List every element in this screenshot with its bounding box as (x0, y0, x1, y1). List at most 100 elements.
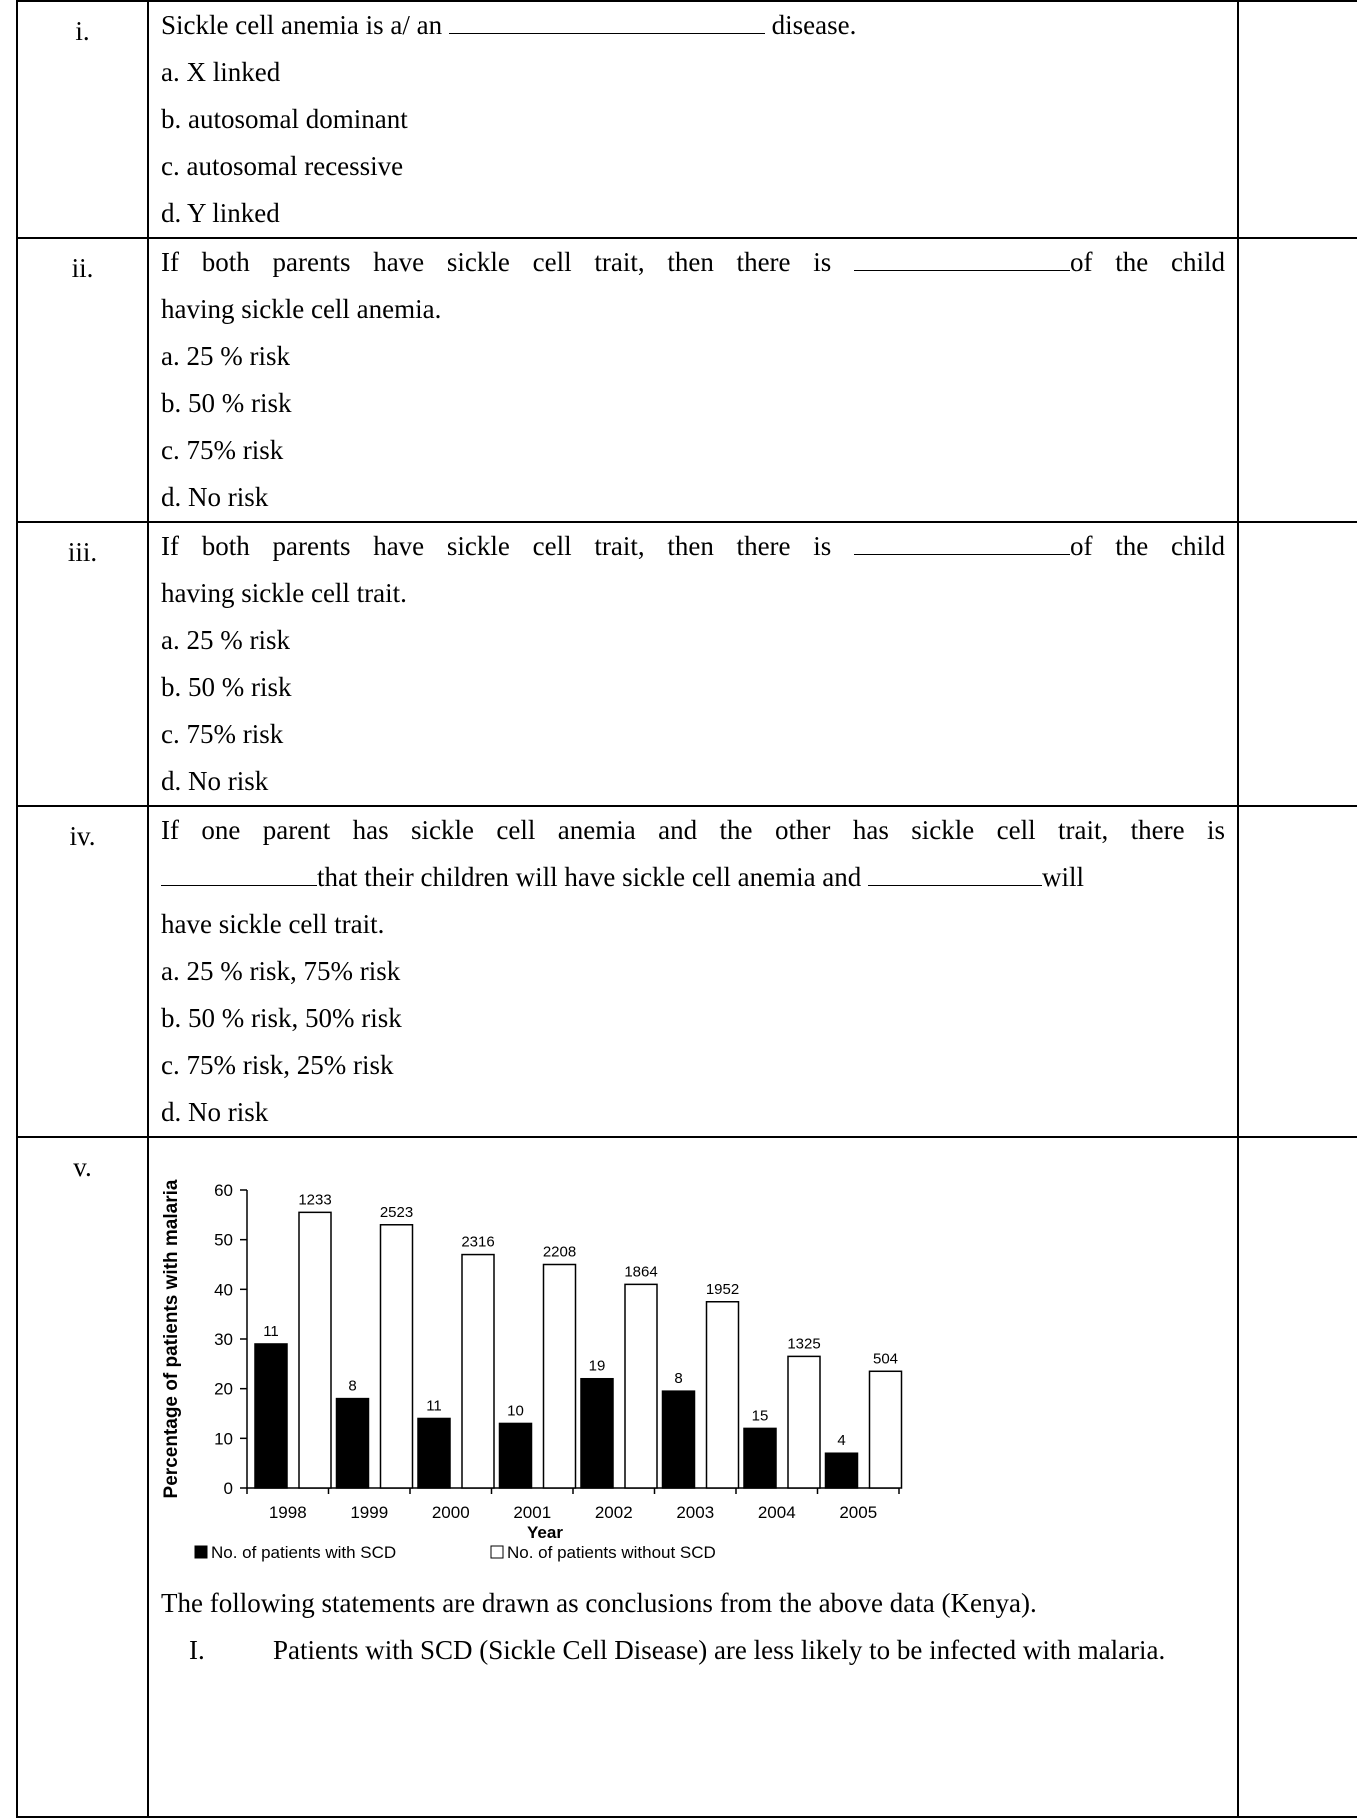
legend-label-without-scd: No. of patients without SCD (507, 1543, 716, 1562)
x-axis-label: Year (527, 1523, 563, 1542)
option-d[interactable]: d. No risk (161, 482, 269, 512)
bar-data-label: 1952 (706, 1281, 739, 1298)
question-row-4: iv. If one parent has sickle cell anemia… (16, 805, 1357, 1138)
marks-cell (1237, 237, 1357, 523)
question-row-1: i. Sickle cell anemia is a/ an disease. … (16, 0, 1357, 239)
option-b[interactable]: b. 50 % risk, 50% risk (161, 1003, 402, 1033)
option-b[interactable]: b. 50 % risk (161, 672, 292, 702)
legend-swatch-without-scd (490, 1545, 504, 1559)
bar-with-scd (417, 1417, 451, 1489)
y-tick-label: 40 (214, 1280, 233, 1299)
question-stem: If both parents have sickle cell trait, … (161, 523, 1225, 570)
question-number: ii. (71, 253, 94, 283)
marks-cell (1237, 805, 1357, 1138)
marks-cell (1237, 0, 1357, 239)
bar-without-scd (624, 1283, 658, 1489)
question-row-2: ii. If both parents have sickle cell tra… (16, 237, 1357, 523)
x-tick-label: 1999 (350, 1503, 388, 1522)
bar-with-scd (498, 1422, 533, 1489)
answer-blank-2[interactable] (868, 858, 1043, 886)
questions-table: i. Sickle cell anemia is a/ an disease. … (16, 0, 1357, 1818)
question-stem: Sickle cell anemia is a/ an disease. (161, 2, 1225, 49)
x-tick-label: 2005 (839, 1503, 877, 1522)
bar-without-scd (298, 1211, 332, 1489)
y-tick-label: 0 (224, 1479, 233, 1498)
x-tick-label: 1998 (269, 1503, 307, 1522)
question-number: iv. (69, 821, 96, 851)
bar-without-scd (868, 1370, 903, 1489)
option-d[interactable]: d. Y linked (161, 198, 280, 228)
bar-data-label: 11 (263, 1323, 279, 1340)
bar-with-scd (254, 1343, 288, 1489)
option-a[interactable]: a. 25 % risk (161, 625, 290, 655)
malaria-bar-chart: 0 10 20 30 40 50 60 1998 11 1233 1999 8 2523 2000 11 23… (161, 1179, 903, 1562)
bar-data-label: 2523 (380, 1204, 413, 1221)
bar-data-label: 15 (752, 1407, 769, 1424)
legend-swatch-with-scd (194, 1545, 208, 1559)
x-tick-label: 2004 (758, 1503, 796, 1522)
option-d[interactable]: d. No risk (161, 1097, 269, 1127)
statement-1: I. Patients with SCD (Sickle Cell Diseas… (161, 1627, 1225, 1674)
y-tick-label: 10 (214, 1429, 233, 1448)
bar-data-label: 2208 (543, 1244, 576, 1261)
question-row-5: v. 0 10 20 30 40 50 60 1998 11 1233 1999 8 2523 2000 1… (16, 1136, 1357, 1818)
bar-data-label: 1233 (298, 1191, 331, 1208)
question-stem-cont: that their children will have sickle cel… (161, 854, 1225, 901)
bar-without-scd (379, 1224, 414, 1489)
bar-with-scd (580, 1377, 614, 1489)
bar-with-scd (661, 1390, 696, 1489)
bar-with-scd (335, 1397, 370, 1489)
bar-without-scd (705, 1301, 740, 1489)
question-stem-cont: having sickle cell anemia. (161, 294, 442, 324)
bar-data-label: 504 (873, 1350, 898, 1367)
question-number: i. (75, 16, 90, 46)
bar-data-label: 8 (674, 1370, 682, 1387)
statement-text: Patients with SCD (Sickle Cell Disease) … (273, 1635, 1166, 1665)
marks-cell (1237, 521, 1357, 807)
bar-data-label: 2316 (461, 1234, 494, 1251)
answer-blank-1[interactable] (161, 858, 317, 886)
option-c[interactable]: c. 75% risk (161, 435, 284, 465)
y-axis-label: Percentage of patients with malaria (161, 1179, 182, 1498)
answer-blank[interactable] (854, 243, 1071, 271)
bar-data-label: 1864 (624, 1263, 657, 1280)
option-c[interactable]: c. 75% risk (161, 719, 284, 749)
option-a[interactable]: a. 25 % risk, 75% risk (161, 956, 401, 986)
y-tick-label: 60 (214, 1181, 233, 1200)
question-stem-cont: having sickle cell trait. (161, 578, 407, 608)
question-stem: If one parent has sickle cell anemia and… (161, 815, 1225, 845)
bar-with-scd (824, 1452, 859, 1489)
x-tick-label: 2003 (676, 1503, 714, 1522)
marks-cell (1237, 1136, 1357, 1818)
answer-blank[interactable] (448, 6, 765, 34)
option-d[interactable]: d. No risk (161, 766, 269, 796)
bar-with-scd (743, 1427, 777, 1489)
bar-data-label: 19 (589, 1358, 606, 1375)
answer-blank[interactable] (854, 527, 1071, 555)
question-number: v. (73, 1152, 92, 1182)
question-stem: If both parents have sickle cell trait, … (161, 239, 1225, 286)
option-b[interactable]: b. 50 % risk (161, 388, 292, 418)
option-b[interactable]: b. autosomal dominant (161, 104, 408, 134)
question-row-3: iii. If both parents have sickle cell tr… (16, 521, 1357, 807)
bar-data-label: 8 (348, 1378, 356, 1395)
question-number: iii. (67, 537, 98, 567)
bar-data-label: 11 (426, 1397, 442, 1414)
x-tick-label: 2000 (432, 1503, 470, 1522)
bar-without-scd (542, 1263, 577, 1489)
bar-without-scd (461, 1253, 495, 1489)
statement-numeral: I. (189, 1635, 205, 1665)
x-tick-label: 2001 (513, 1503, 551, 1522)
bar-data-label: 4 (837, 1432, 845, 1449)
bar-data-label: 1325 (787, 1335, 820, 1352)
option-a[interactable]: a. 25 % risk (161, 341, 290, 371)
y-tick-label: 50 (214, 1231, 233, 1250)
bar-without-scd (787, 1355, 821, 1489)
x-tick-label: 2002 (595, 1503, 633, 1522)
y-tick-label: 20 (214, 1380, 233, 1399)
conclusion-intro: The following statements are drawn as co… (161, 1588, 1037, 1618)
option-c[interactable]: c. autosomal recessive (161, 151, 404, 181)
option-a[interactable]: a. X linked (161, 57, 281, 87)
option-c[interactable]: c. 75% risk, 25% risk (161, 1050, 394, 1080)
legend-label-with-scd: No. of patients with SCD (211, 1543, 396, 1562)
